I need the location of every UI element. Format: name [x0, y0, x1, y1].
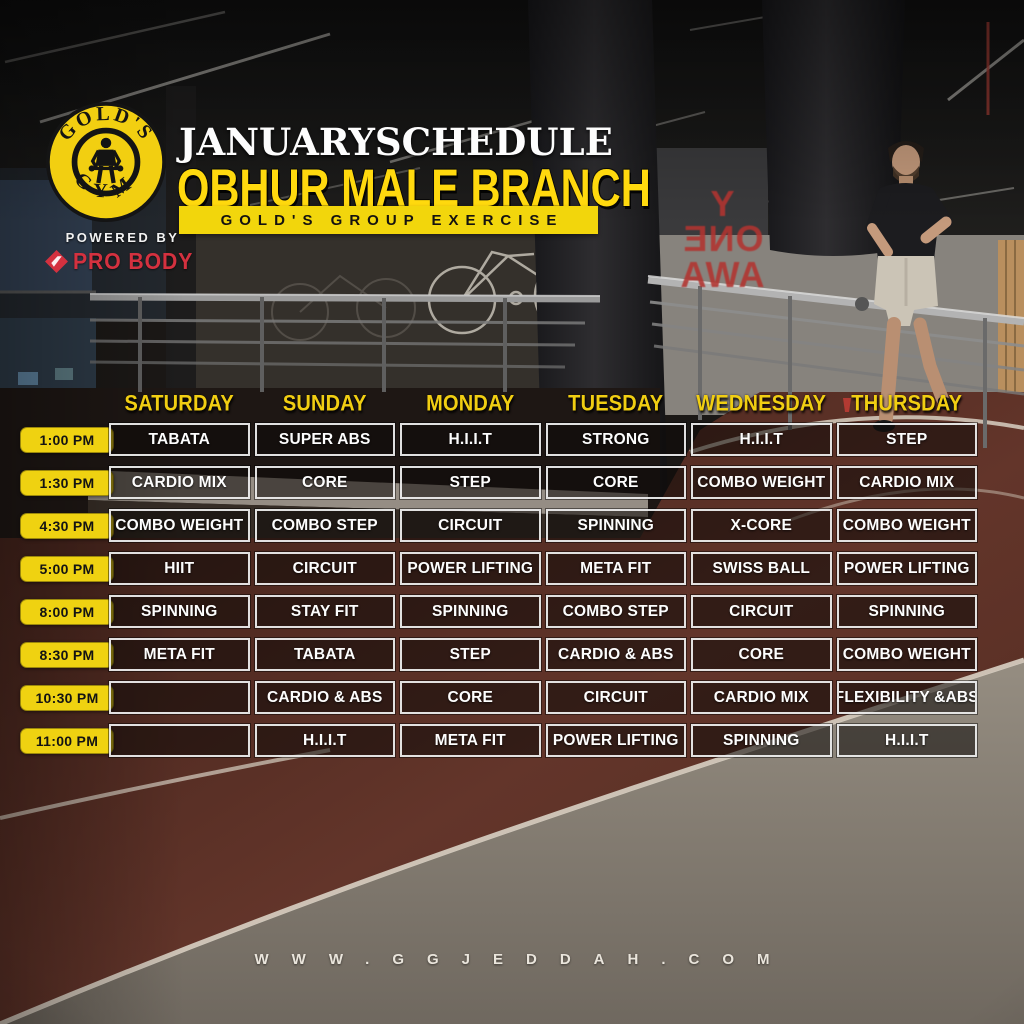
class-cell: CARDIO MIX [836, 466, 977, 499]
website-url: WWW.GGJEDDAH.COM [254, 951, 793, 968]
group-exercise-banner-text: GOLD'S GROUP EXERCISE [220, 211, 564, 229]
class-cell: SPINNING [109, 595, 250, 628]
wall-decal-line: ONE [682, 218, 764, 260]
class-cell: STEP [400, 466, 541, 499]
time-pill: 1:30 PM [20, 469, 114, 496]
pro-body-wordmark: PRO BODY [72, 247, 193, 274]
class-cell: TABATA [254, 638, 395, 671]
class-cell: POWER LIFTING [400, 552, 541, 585]
schedule-table: SATURDAY SUNDAY MONDAY TUESDAY WEDNESDAY THUR… [20, 391, 977, 767]
golds-gym-logo: GOLD'S GYM [45, 101, 167, 223]
class-cell: META FIT [109, 638, 250, 671]
class-cell: STEP [836, 423, 977, 456]
pro-body-brand: PRO BODY [36, 247, 211, 275]
class-cell: STAY FIT [254, 595, 395, 628]
day-header-sunday: SUNDAY [255, 391, 396, 418]
class-cell: SPINNING [691, 724, 832, 757]
wall-decal-line: AWA [680, 253, 766, 295]
day-header-label: SATURDAY [124, 391, 234, 417]
day-header-label: MONDAY [426, 391, 515, 417]
class-cell: CIRCUIT [691, 595, 832, 628]
schedule-row: 10:30 PM CARDIO & ABS CORE CIRCUIT CARDIO MI… [20, 681, 977, 714]
class-cell: META FIT [545, 552, 686, 585]
schedule-row: 8:00 PM SPINNING STAY FIT SPINNING COMBO STE… [20, 595, 977, 628]
class-cell: H.I.I.T [254, 724, 395, 757]
class-cell: CARDIO & ABS [545, 638, 686, 671]
class-cell: X-CORE [691, 509, 832, 542]
class-cell: SPINNING [545, 509, 686, 542]
class-cell: CIRCUIT [545, 681, 686, 714]
schedule-row: 8:30 PM META FIT TABATA STEP CARDIO & ABS COR… [20, 638, 977, 671]
time-pill: 8:30 PM [20, 641, 114, 668]
time-pill: 8:00 PM [20, 598, 114, 625]
day-header-label: TUESDAY [568, 391, 664, 417]
day-header-thursday: THURSDAY [837, 391, 978, 418]
class-cell: COMBO WEIGHT [109, 509, 250, 542]
weightlifter-silhouette [88, 137, 124, 184]
class-cell: SPINNING [836, 595, 977, 628]
day-header-row: SATURDAY SUNDAY MONDAY TUESDAY WEDNESDAY THUR… [109, 391, 977, 418]
time-pill: 11:00 PM [20, 727, 114, 754]
empty-cell [109, 681, 250, 714]
schedule-title: JANUARYSCHEDULE [179, 120, 613, 164]
wall-decal-text: Y ONE AWA [668, 183, 778, 295]
class-cell: FLEXIBILITY &ABS [836, 681, 977, 714]
class-cell: CORE [545, 466, 686, 499]
time-pill: 4:30 PM [20, 512, 114, 539]
day-header-tuesday: TUESDAY [546, 391, 687, 418]
class-cell: H.I.I.T [400, 423, 541, 456]
schedule-row: 1:30 PM CARDIO MIX CORE STEP CORE COMBO WEIGH… [20, 466, 977, 499]
class-cell: CARDIO MIX [691, 681, 832, 714]
class-cell: POWER LIFTING [545, 724, 686, 757]
class-cell: SWISS BALL [691, 552, 832, 585]
class-cell: TABATA [109, 423, 250, 456]
day-header-wednesday: WEDNESDAY [691, 391, 832, 418]
class-cell: CORE [691, 638, 832, 671]
class-cell: CARDIO & ABS [254, 681, 395, 714]
class-cell: COMBO WEIGHT [836, 509, 977, 542]
powered-by-label: POWERED BY [65, 230, 180, 245]
class-cell: HIIT [109, 552, 250, 585]
class-cell: CIRCUIT [254, 552, 395, 585]
class-cell: META FIT [400, 724, 541, 757]
class-cell: H.I.I.T [836, 724, 977, 757]
wall-decal-line: Y [710, 183, 736, 224]
class-cell: COMBO STEP [545, 595, 686, 628]
class-cell: H.I.I.T [691, 423, 832, 456]
time-pill: 10:30 PM [20, 684, 114, 711]
class-cell: COMBO STEP [254, 509, 395, 542]
footer: WWW.GGJEDDAH.COM [0, 951, 1024, 968]
class-cell: STEP [400, 638, 541, 671]
day-header-label: WEDNESDAY [696, 391, 827, 417]
day-header-monday: MONDAY [400, 391, 541, 418]
pro-body-icon [44, 249, 68, 273]
class-cell: SPINNING [400, 595, 541, 628]
schedule-row: 4:30 PM COMBO WEIGHT COMBO STEP CIRCUIT SPIN… [20, 509, 977, 542]
empty-cell [109, 724, 250, 757]
time-pill: 1:00 PM [20, 426, 114, 453]
class-cell: CORE [400, 681, 541, 714]
schedule-row: 5:00 PM HIIT CIRCUIT POWER LIFTING META FIT S… [20, 552, 977, 585]
class-cell: STRONG [545, 423, 686, 456]
group-exercise-banner: GOLD'S GROUP EXERCISE [179, 206, 598, 234]
class-cell: COMBO WEIGHT [836, 638, 977, 671]
class-cell: CORE [254, 466, 395, 499]
class-cell: COMBO WEIGHT [691, 466, 832, 499]
class-cell: CIRCUIT [400, 509, 541, 542]
schedule-rows: 1:00 PM TABATA SUPER ABS H.I.I.T STRONG H.I.I… [20, 423, 977, 757]
day-header-saturday: SATURDAY [109, 391, 250, 418]
schedule-row: 11:00 PM H.I.I.T META FIT POWER LIFTING SPIN… [20, 724, 977, 757]
day-header-label: SUNDAY [282, 391, 367, 417]
class-cell: CARDIO MIX [109, 466, 250, 499]
class-cell: POWER LIFTING [836, 552, 977, 585]
time-pill: 5:00 PM [20, 555, 114, 582]
schedule-row: 1:00 PM TABATA SUPER ABS H.I.I.T STRONG H.I.I… [20, 423, 977, 456]
day-header-label: THURSDAY [851, 391, 963, 417]
class-cell: SUPER ABS [254, 423, 395, 456]
